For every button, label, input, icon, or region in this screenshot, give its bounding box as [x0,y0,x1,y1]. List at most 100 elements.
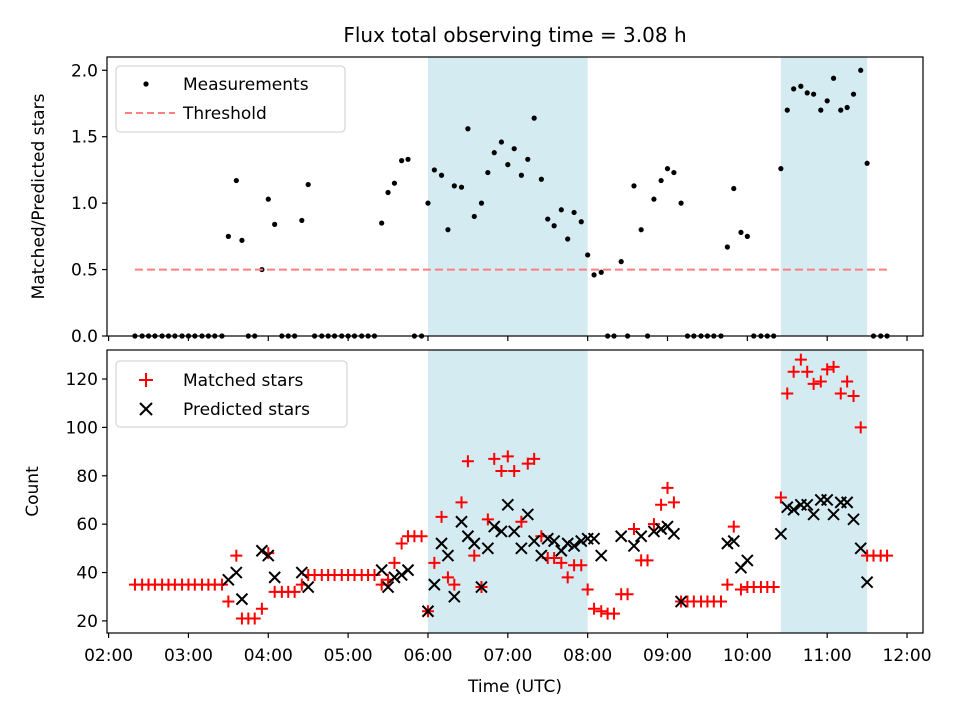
y-tick-label: 80 [76,467,98,487]
measurement-point [379,220,385,226]
measurement-point [445,227,451,233]
shaded-window-0 [427,350,588,633]
measurement-point [731,185,737,192]
predicted-point [847,513,860,526]
measurement-point [405,156,411,162]
matched-point [827,360,840,373]
matched-point [435,510,448,523]
matched-point [415,530,428,543]
predicted-point [375,563,388,577]
top-shaded-windows [427,57,868,336]
predicted-point [654,522,668,536]
predicted-point [507,525,521,538]
matched-point [481,513,494,526]
predicted-point [575,534,588,548]
matched-point [721,578,734,591]
predicted-point [395,568,408,582]
measurement-point [538,176,544,182]
predicted-point [301,580,315,594]
measurement-point [431,167,437,173]
matched-point [841,375,854,388]
matched-point [847,389,860,402]
matched-point [581,583,594,596]
matched-point [814,375,827,388]
matched-point [608,607,621,620]
y-tick-label: 60 [76,515,98,535]
predicted-point [501,498,515,512]
measurement-point [618,259,624,265]
measurement-point [778,166,784,172]
top-axes-frame [106,56,924,337]
predicted-point [801,498,814,512]
matched-point [734,583,747,596]
predicted-point [235,592,249,606]
matched-point [801,365,814,378]
matched-point [767,581,780,594]
measurement-point [491,150,497,156]
matched-point [222,595,235,608]
matched-point [288,585,301,598]
matched-point [661,481,674,494]
predicted-point [488,520,501,533]
measurement-point [678,200,684,206]
matched-point [521,457,534,470]
predicted-point [634,530,648,543]
predicted-point [827,508,840,521]
matched-point [495,464,508,477]
measurement-point [858,67,864,73]
measurement-point [791,86,797,92]
x-tick-label: 05:00 [324,646,373,666]
predicted-point [495,525,508,538]
bottom-panel: 20 40 60 80 100 120 02:00 03:00 04:00 05:00 06:00… [23,349,932,697]
x-tick-label: 02:00 [84,646,133,666]
measurement-point [738,229,744,235]
x-tick-label: 09:00 [643,646,692,666]
y-tick-label: 0.0 [71,327,98,347]
bottom-legend-box [115,360,348,428]
x-tick-label: 08:00 [563,646,612,666]
matched-point [388,556,401,569]
measurement-point [664,166,671,172]
predicted-point [820,493,834,507]
predicted-point [667,527,681,541]
predicted-point [435,537,448,550]
measurement-point [471,213,477,220]
matched-point [501,450,514,463]
y-tick-label: 100 [66,418,98,438]
predicted-point [475,580,488,594]
measurement-point [798,83,804,89]
matched-point [627,522,640,535]
x-tick-label: 06:00 [403,646,452,666]
predicted-point [535,549,548,562]
measurement-point [850,91,857,97]
bottom-y-axis-label: Count [23,466,43,517]
measurement-point [824,98,830,104]
measurement-point [505,162,511,168]
measurement-point [724,244,730,250]
predicted-point [515,542,528,555]
predicted-point [840,496,854,509]
predicted-point [741,554,754,567]
predicted-point [595,549,608,562]
measurement-point [545,216,551,222]
matched-point [515,515,528,528]
predicted-point [541,532,554,545]
x-axis-label: Time (UTC) [467,677,562,697]
matched-point [714,595,727,608]
bottom-axes-frame [106,349,924,634]
measurement-point [478,200,485,206]
measurement-point [818,107,824,113]
y-tick-label: 20 [76,612,98,632]
x-tick-label: 07:00 [483,646,532,666]
matched-point [787,365,800,378]
matched-point [428,556,441,569]
measurement-point [558,207,564,213]
predicted-point [455,515,468,528]
measurement-point [658,177,664,184]
measurement-point [225,233,231,239]
x-tick-label: 04:00 [244,646,293,666]
matched-point [508,464,521,477]
measurement-point [438,172,445,178]
predicted-point [381,580,395,594]
